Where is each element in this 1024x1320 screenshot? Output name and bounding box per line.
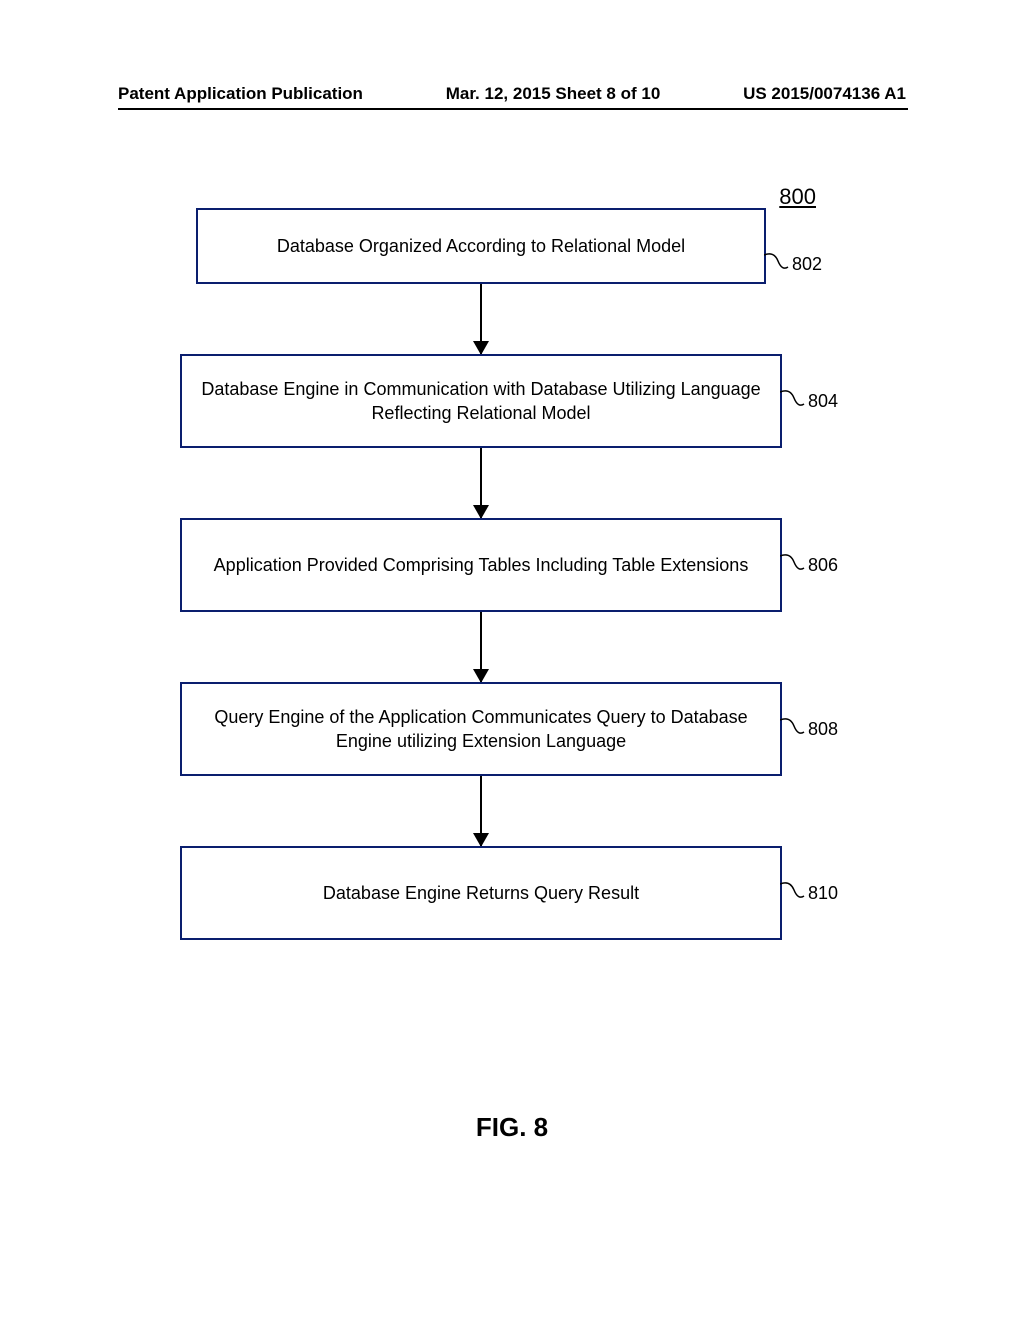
flow-node-text: Database Engine in Communication with Da… — [200, 377, 762, 426]
flow-node-label: 804 — [808, 389, 838, 413]
flow-node-text: Query Engine of the Application Communic… — [200, 705, 762, 754]
header-center: Mar. 12, 2015 Sheet 8 of 10 — [446, 84, 661, 104]
leader-line-icon — [764, 253, 790, 275]
header-rule — [118, 108, 908, 110]
header-right: US 2015/0074136 A1 — [743, 84, 906, 104]
patent-page: Patent Application Publication Mar. 12, … — [0, 0, 1024, 1320]
flow-arrow-icon — [480, 448, 482, 518]
flow-node-text: Database Organized According to Relation… — [277, 234, 685, 258]
flowchart: Database Organized According to Relation… — [180, 208, 800, 940]
flow-node-label: 802 — [792, 252, 822, 276]
flow-node-text: Database Engine Returns Query Result — [323, 881, 639, 905]
flow-node-text: Application Provided Comprising Tables I… — [214, 553, 749, 577]
figure-number: 800 — [779, 184, 816, 210]
figure-caption: FIG. 8 — [0, 1112, 1024, 1143]
flow-node-806: Application Provided Comprising Tables I… — [180, 518, 782, 612]
leader-line-icon — [780, 882, 806, 904]
flow-node-804: Database Engine in Communication with Da… — [180, 354, 782, 448]
flow-arrow-icon — [480, 612, 482, 682]
flow-node-label: 806 — [808, 553, 838, 577]
leader-line-icon — [780, 718, 806, 740]
leader-line-icon — [780, 390, 806, 412]
flow-node-802: Database Organized According to Relation… — [196, 208, 766, 284]
flow-arrow-icon — [480, 776, 482, 846]
flow-node-label: 808 — [808, 717, 838, 741]
flow-node-810: Database Engine Returns Query Result 810 — [180, 846, 782, 940]
header-left: Patent Application Publication — [118, 84, 363, 104]
flow-node-label: 810 — [808, 881, 838, 905]
leader-line-icon — [780, 554, 806, 576]
flow-node-808: Query Engine of the Application Communic… — [180, 682, 782, 776]
page-header: Patent Application Publication Mar. 12, … — [0, 84, 1024, 104]
flow-arrow-icon — [480, 284, 482, 354]
